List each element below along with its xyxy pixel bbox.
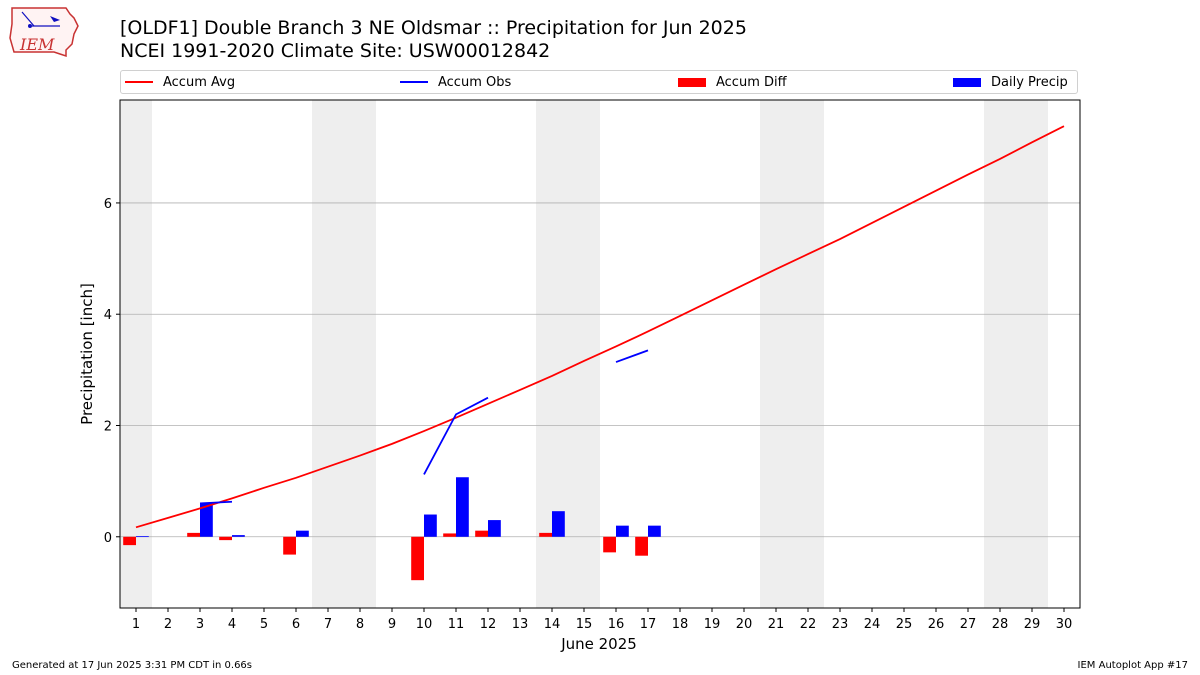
weekend-band-1 xyxy=(312,100,376,608)
iem-logo-icon: IEM xyxy=(8,4,82,60)
x-tick-label-21: 21 xyxy=(768,617,785,632)
accum-obs-line-segment-0 xyxy=(199,500,233,505)
daily-precip-bar-12 xyxy=(488,520,501,537)
daily-precip-bar-16 xyxy=(616,525,629,537)
weekend-band-2 xyxy=(536,100,600,608)
x-tick-label-27: 27 xyxy=(960,617,977,632)
daily-precip-bar-6 xyxy=(296,530,309,537)
x-tick-label-9: 9 xyxy=(388,617,396,632)
legend-label-accum-diff: Accum Diff xyxy=(716,74,787,90)
x-tick-label-5: 5 xyxy=(260,617,268,632)
x-tick-label-29: 29 xyxy=(1024,617,1041,632)
accum-avg-line-segment-0 xyxy=(135,125,1065,529)
x-tick-label-1: 1 xyxy=(132,617,140,632)
x-tick-label-28: 28 xyxy=(992,617,1009,632)
legend-item-daily-precip: Daily Precip xyxy=(953,73,1068,91)
x-tick-label-24: 24 xyxy=(864,617,881,632)
y-axis-label: Precipitation [inch] xyxy=(78,283,96,425)
x-tick-label-30: 30 xyxy=(1056,617,1073,632)
weekend-band-0 xyxy=(120,100,152,608)
plot-frame xyxy=(119,99,1081,609)
legend-item-accum-obs: Accum Obs xyxy=(400,73,511,91)
legend-item-accum-diff: Accum Diff xyxy=(678,73,787,91)
daily-precip-bar-17 xyxy=(648,525,661,537)
accum-diff-bar-14 xyxy=(539,532,552,537)
chart-subtitle: NCEI 1991-2020 Climate Site: USW00012842 xyxy=(120,40,551,62)
x-tick-label-7: 7 xyxy=(324,617,332,632)
legend-swatch-accum-avg xyxy=(125,81,153,83)
daily-precip-bar-4 xyxy=(232,535,245,537)
logo-text: IEM xyxy=(19,35,55,54)
x-tick-label-6: 6 xyxy=(292,617,300,632)
daily-precip-bar-1 xyxy=(136,536,149,538)
chart-title: [OLDF1] Double Branch 3 NE Oldsmar :: Pr… xyxy=(120,17,747,39)
x-tick-label-16: 16 xyxy=(608,617,625,632)
y-tick-label-2: 2 xyxy=(104,419,112,434)
daily-precip-bar-3 xyxy=(200,503,213,537)
x-tick-label-22: 22 xyxy=(800,617,817,632)
footer-app-text: IEM Autoplot App #17 xyxy=(1077,660,1188,671)
daily-precip-bar-11 xyxy=(456,477,469,537)
y-tick-label-0: 0 xyxy=(104,531,112,546)
legend-label-accum-avg: Accum Avg xyxy=(163,74,236,90)
x-tick-label-18: 18 xyxy=(672,617,689,632)
accum-diff-bar-12 xyxy=(475,530,488,537)
x-tick-label-11: 11 xyxy=(448,617,465,632)
accum-diff-bar-17 xyxy=(635,536,648,556)
daily-precip-bar-10 xyxy=(424,514,437,537)
footer-generated-text: Generated at 17 Jun 2025 3:31 PM CDT in … xyxy=(12,660,253,671)
accum-diff-bar-4 xyxy=(219,536,232,541)
weekend-band-4 xyxy=(984,100,1048,608)
accum-diff-bar-10 xyxy=(411,536,424,581)
accum-obs-line-segment-2 xyxy=(615,349,649,363)
daily-precip-bar-14 xyxy=(552,511,565,537)
legend-label-accum-obs: Accum Obs xyxy=(438,74,512,90)
legend-swatch-daily-precip xyxy=(953,77,981,87)
x-tick-label-23: 23 xyxy=(832,617,849,632)
x-tick-label-14: 14 xyxy=(544,617,561,632)
accum-obs-line-segment-1 xyxy=(423,396,489,475)
accum-diff-bar-6 xyxy=(283,536,296,555)
x-tick-label-10: 10 xyxy=(416,617,433,632)
x-tick-label-4: 4 xyxy=(228,617,236,632)
x-axis-label: June 2025 xyxy=(560,635,637,653)
x-tick-label-8: 8 xyxy=(356,617,364,632)
legend-swatch-accum-diff xyxy=(678,77,706,87)
accum-diff-bar-1 xyxy=(123,536,136,546)
accum-diff-bar-11 xyxy=(443,533,456,537)
weekend-band-3 xyxy=(760,100,824,608)
x-tick-label-12: 12 xyxy=(480,617,497,632)
legend-label-daily-precip: Daily Precip xyxy=(991,74,1068,90)
legend-swatch-accum-obs xyxy=(400,81,428,83)
x-tick-label-26: 26 xyxy=(928,617,945,632)
legend: Accum Avg Accum Obs Accum Diff Daily Pre… xyxy=(120,70,1078,94)
accum-diff-bar-3 xyxy=(187,532,200,537)
accum-diff-bar-16 xyxy=(603,536,616,553)
x-tick-label-17: 17 xyxy=(640,617,657,632)
x-tick-label-15: 15 xyxy=(576,617,593,632)
x-tick-label-13: 13 xyxy=(512,617,529,632)
y-tick-label-6: 6 xyxy=(104,197,112,212)
x-tick-label-19: 19 xyxy=(704,617,721,632)
x-tick-label-20: 20 xyxy=(736,617,753,632)
x-tick-label-3: 3 xyxy=(196,617,204,632)
x-tick-label-2: 2 xyxy=(164,617,172,632)
x-tick-label-25: 25 xyxy=(896,617,913,632)
legend-item-accum-avg: Accum Avg xyxy=(125,73,235,91)
y-tick-label-4: 4 xyxy=(104,308,112,323)
